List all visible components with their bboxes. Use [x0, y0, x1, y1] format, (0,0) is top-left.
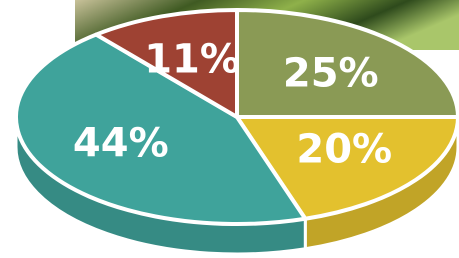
data-label: 44%	[73, 120, 169, 166]
chart: 25% 20% 44% 11%	[0, 0, 459, 258]
page: 25%20%44%11% (() => { const data = JSON.…	[0, 0, 459, 258]
data-label: 11%	[144, 37, 240, 83]
pie: 25% 20% 44% 11%	[16, 10, 458, 254]
data-label: 25%	[283, 50, 379, 96]
data-label: 20%	[296, 127, 392, 173]
